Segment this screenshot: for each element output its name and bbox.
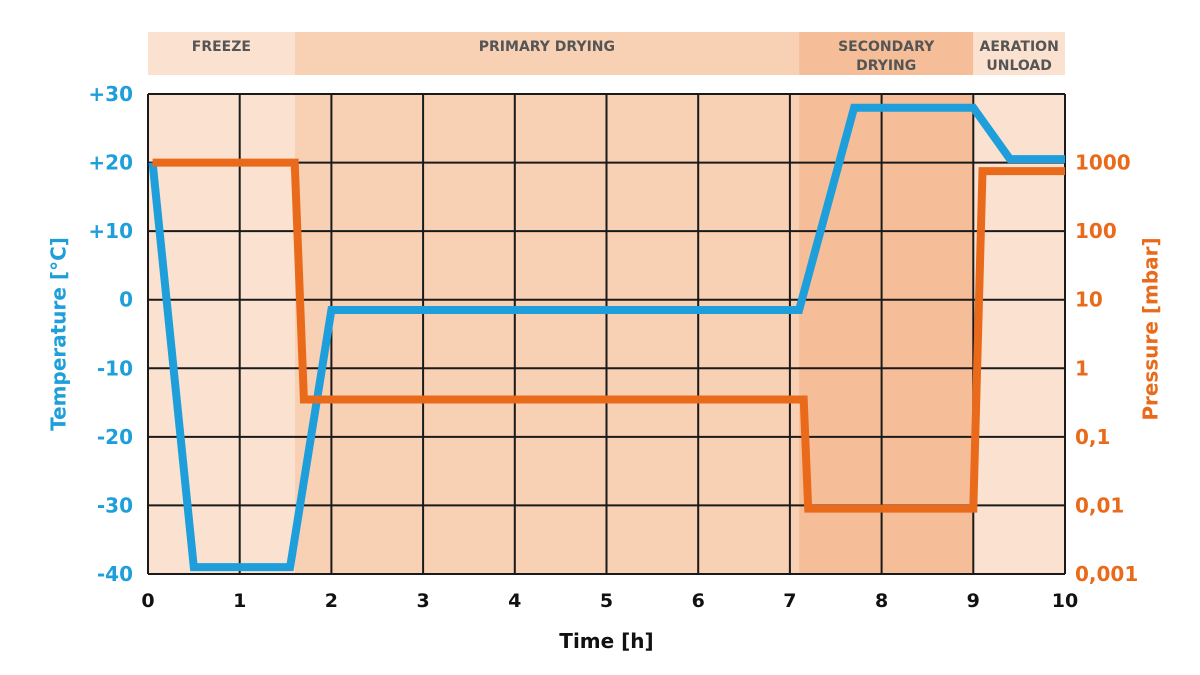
phase-label: SECONDARY [838, 39, 935, 55]
y-left-tick-label: 0 [119, 288, 133, 312]
data-series [148, 103, 1065, 572]
x-tick-label: 7 [783, 590, 796, 612]
x-tick-label: 10 [1052, 590, 1078, 612]
phase-label: PRIMARY DRYING [479, 39, 615, 55]
phase-header-box [148, 32, 295, 75]
y-left-tick-label: +10 [88, 219, 133, 243]
phase-label: AERATION [979, 39, 1058, 55]
y-right-tick-label: 1 [1075, 356, 1089, 380]
y-left-tick-label: -40 [97, 562, 133, 586]
phase-label: DRYING [856, 58, 916, 74]
x-tick-label: 2 [325, 590, 338, 612]
y-right-tick-label: 1000 [1075, 151, 1131, 175]
phase-label: UNLOAD [986, 58, 1052, 74]
phase-header-box [294, 32, 800, 75]
x-tick-label: 6 [692, 590, 705, 612]
x-axis-title: Time [h] [559, 629, 653, 653]
y-left-tick-label: -20 [97, 425, 133, 449]
y-right-tick-label: 10 [1075, 288, 1103, 312]
x-tick-label: 3 [416, 590, 429, 612]
x-tick-label: 0 [141, 590, 154, 612]
x-tick-label: 8 [875, 590, 888, 612]
x-tick-label: 4 [508, 590, 521, 612]
phase-band [294, 94, 800, 574]
y-right-tick-label: 0,01 [1075, 493, 1124, 517]
temperature-line [148, 103, 1065, 572]
phase-header: FREEZE PRIMARY DRYING SECONDARY DRYING AERAT… [148, 32, 1065, 75]
y-right-tick-label: 0,001 [1075, 562, 1138, 586]
y-right-tick-label: 0,1 [1075, 425, 1110, 449]
y-right-tick-label: 100 [1075, 219, 1117, 243]
y-left-tick-label: -10 [97, 356, 133, 380]
phase-header-box [973, 32, 1065, 75]
x-tick-label: 9 [967, 590, 980, 612]
y-left-tick-label: +20 [88, 151, 133, 175]
y-axis-left-title: Temperature [°C] [47, 237, 71, 431]
pressure-line [152, 158, 1065, 513]
phase-band [799, 94, 974, 574]
phase-label: FREEZE [192, 39, 251, 55]
phase-band [973, 94, 1065, 574]
y-axis-right-title: Pressure [mbar] [1139, 237, 1163, 420]
x-tick-label: 5 [600, 590, 613, 612]
axis-ticks: 0 1 2 3 4 5 6 7 8 9 10+30+20+100-10-20-30-40100010… [88, 82, 1138, 612]
y-left-tick-label: -30 [97, 493, 133, 517]
x-tick-label: 1 [233, 590, 246, 612]
y-left-tick-label: +30 [88, 82, 133, 106]
phase-header-box [799, 32, 974, 75]
